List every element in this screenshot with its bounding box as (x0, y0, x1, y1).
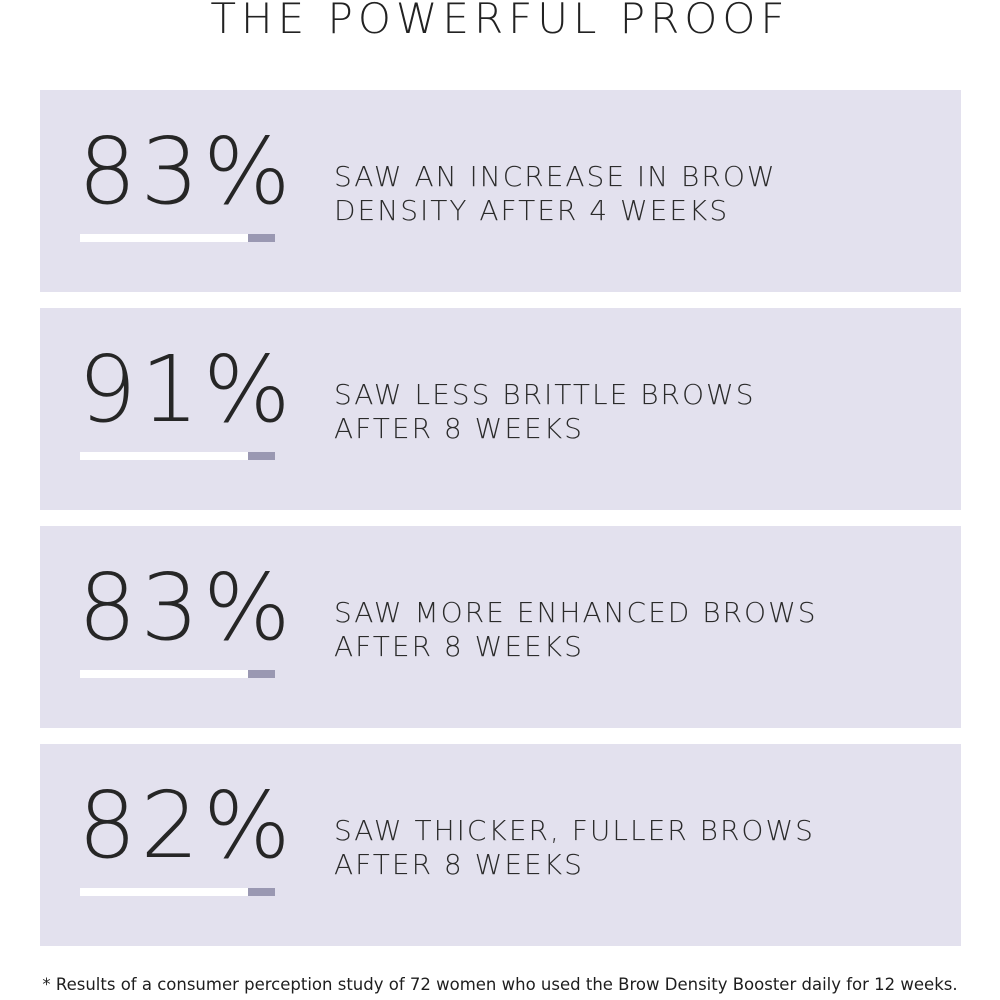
stat-description-line: SAW THICKER, FULLER BROWS (334, 814, 815, 847)
stat-card: 82% SAW THICKER, FULLER BROWS AFTER 8 WE… (40, 744, 961, 946)
stat-percentage: 83% (78, 554, 295, 661)
stat-description: SAW AN INCREASE IN BROW DENSITY AFTER 4 … (334, 160, 934, 228)
stat-progress-bar (80, 670, 275, 678)
stat-description-line: SAW MORE ENHANCED BROWS (334, 596, 818, 629)
page-title: THE POWERFUL PROOF (210, 0, 790, 43)
stat-description-line: DENSITY AFTER 4 WEEKS (334, 194, 730, 227)
stat-progress-accent (248, 234, 275, 242)
stat-description-line: AFTER 8 WEEKS (334, 630, 584, 663)
stat-card: 83% SAW MORE ENHANCED BROWS AFTER 8 WEEK… (40, 526, 961, 728)
stat-progress-bar (80, 234, 275, 242)
stat-progress-bar (80, 452, 275, 460)
stat-percentage: 82% (78, 772, 295, 879)
stat-card: 91% SAW LESS BRITTLE BROWS AFTER 8 WEEKS (40, 308, 961, 510)
stats-list: 83% SAW AN INCREASE IN BROW DENSITY AFTE… (40, 90, 961, 946)
stat-progress-accent (248, 452, 275, 460)
stat-description: SAW MORE ENHANCED BROWS AFTER 8 WEEKS (334, 596, 934, 664)
stat-description-line: SAW AN INCREASE IN BROW (334, 160, 777, 193)
stat-description-line: SAW LESS BRITTLE BROWS (334, 378, 756, 411)
stat-progress-bar (80, 888, 275, 896)
stat-card: 83% SAW AN INCREASE IN BROW DENSITY AFTE… (40, 90, 961, 292)
stat-description-line: AFTER 8 WEEKS (334, 848, 584, 881)
stat-percentage: 91% (78, 336, 295, 443)
footnote: * Results of a consumer perception study… (42, 975, 958, 994)
stat-description: SAW THICKER, FULLER BROWS AFTER 8 WEEKS (334, 814, 934, 882)
stat-description-line: AFTER 8 WEEKS (334, 412, 584, 445)
stat-progress-accent (248, 670, 275, 678)
stat-percentage: 83% (78, 118, 295, 225)
stat-progress-accent (248, 888, 275, 896)
stat-description: SAW LESS BRITTLE BROWS AFTER 8 WEEKS (334, 378, 934, 446)
